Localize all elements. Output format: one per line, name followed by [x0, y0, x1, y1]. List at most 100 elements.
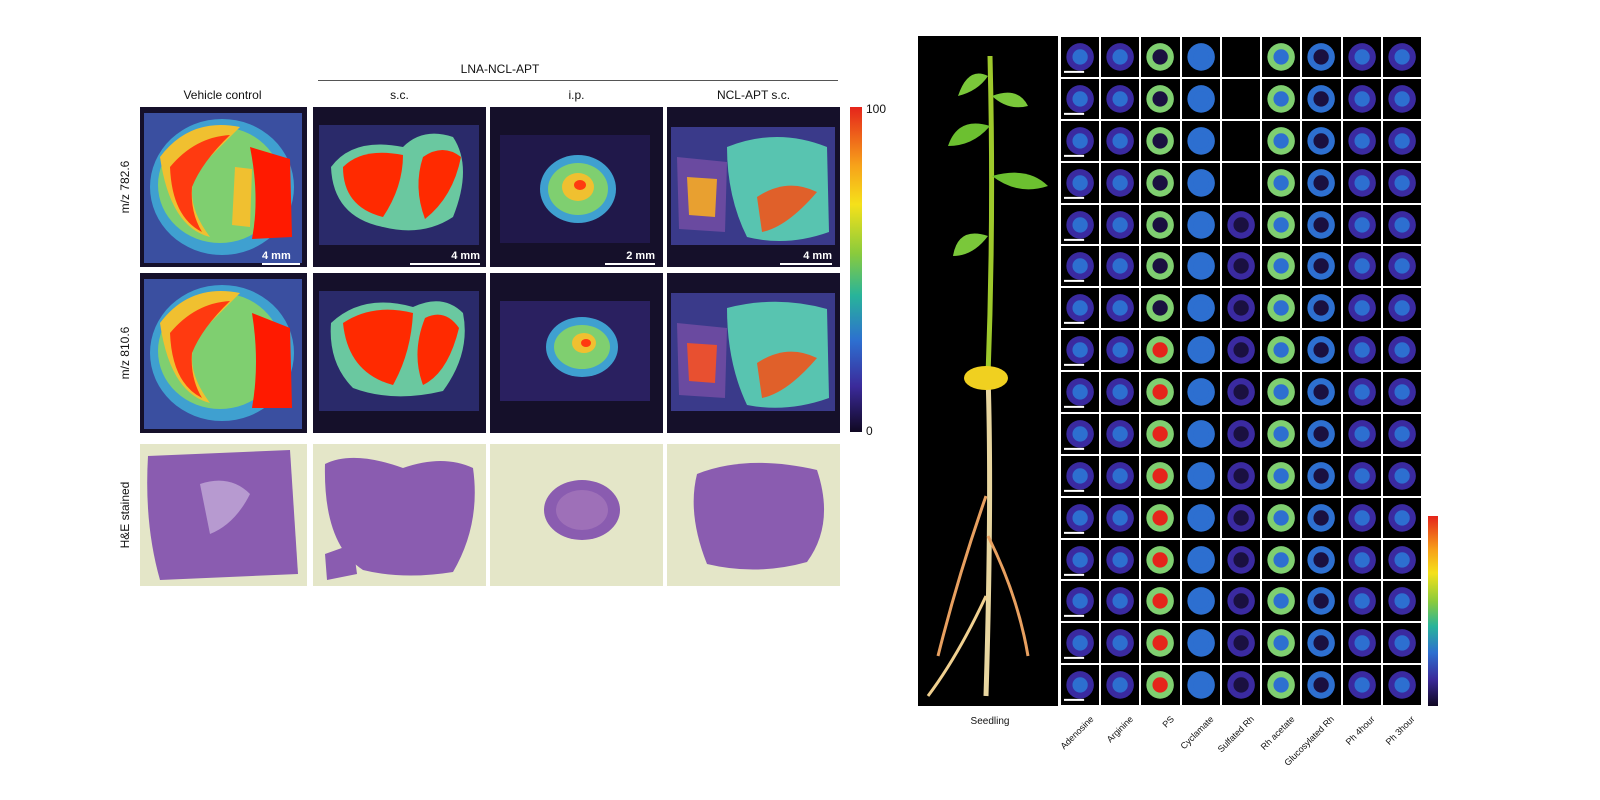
grid-cell [1061, 665, 1100, 705]
grid-cell [1382, 246, 1421, 287]
metabolite-grid [1060, 36, 1422, 706]
grid-cell [1141, 623, 1180, 664]
grid-cell [1061, 455, 1100, 496]
grid-cell [1141, 288, 1180, 329]
grid-cell [1262, 623, 1301, 664]
grid-cell [1342, 120, 1381, 161]
grid-cell [1262, 246, 1301, 287]
grid-cell [1342, 37, 1381, 77]
group-header-line [318, 80, 838, 81]
grid-cell [1382, 78, 1421, 119]
grid-cell [1302, 455, 1341, 496]
grid-cell [1181, 204, 1220, 245]
msi-panel-ip-7826 [490, 107, 663, 267]
seedling-image [918, 36, 1058, 706]
scale-bar-sc: 4 mm [410, 250, 480, 265]
grid-cell [1221, 288, 1261, 329]
grid-cell [1141, 246, 1180, 287]
metabolite-label: Ph 3hour [1384, 714, 1418, 747]
grid-cell [1302, 330, 1341, 370]
grid-cell [1342, 330, 1381, 370]
grid-cell [1181, 539, 1220, 580]
grid-cell [1262, 539, 1301, 580]
grid-cell [1382, 330, 1421, 370]
grid-cell [1061, 539, 1100, 580]
col-header-sc: s.c. [390, 88, 409, 102]
grid-cell [1221, 539, 1261, 580]
grid-cell [1141, 497, 1180, 538]
msi-panel-sc-7826 [313, 107, 486, 267]
grid-cell [1221, 330, 1261, 370]
grid-cell [1141, 581, 1180, 622]
grid-cell [1101, 288, 1140, 329]
grid-cell [1141, 78, 1180, 119]
grid-cell [1141, 372, 1180, 412]
grid-cell [1262, 37, 1301, 77]
grid-cell [1382, 372, 1421, 412]
colorbar-min: 0 [866, 424, 873, 438]
grid-cell [1302, 623, 1341, 664]
grid-cell [1181, 246, 1220, 287]
grid-cell [1221, 162, 1261, 203]
grid-cell [1141, 37, 1180, 77]
grid-cell [1342, 455, 1381, 496]
grid-cell [1141, 413, 1180, 454]
grid-cell [1101, 497, 1140, 538]
grid-cell [1302, 539, 1341, 580]
metabolite-label: PS [1160, 714, 1176, 730]
grid-cell [1061, 120, 1100, 161]
grid-cell [1262, 581, 1301, 622]
grid-cell [1302, 372, 1341, 412]
grid-cell [1141, 665, 1180, 705]
grid-cell [1061, 246, 1100, 287]
grid-cell [1181, 455, 1220, 496]
he-panel-sc [313, 444, 486, 586]
msi-panel-ncl-7826 [667, 107, 840, 267]
grid-colorbar [1428, 516, 1438, 706]
scale-bar-ncl: 4 mm [780, 250, 832, 265]
grid-cell [1382, 623, 1421, 664]
colorbar-max: 100 [866, 102, 887, 116]
metabolite-label: Sulfated Rh [1215, 714, 1257, 755]
grid-cell [1101, 204, 1140, 245]
grid-cell [1101, 372, 1140, 412]
grid-cell [1061, 497, 1100, 538]
msi-panel-ncl-8106 [667, 273, 840, 433]
grid-cell [1382, 665, 1421, 705]
grid-cell [1342, 288, 1381, 329]
grid-cell [1342, 623, 1381, 664]
grid-cell [1262, 78, 1301, 119]
col-header-ip: i.p. [568, 88, 585, 102]
msi-panel-vehicle-8106 [140, 273, 307, 433]
grid-cell [1061, 288, 1100, 329]
grid-cell [1382, 162, 1421, 203]
grid-cell [1262, 413, 1301, 454]
grid-cell [1181, 330, 1220, 370]
col-header-vehicle: Vehicle control [183, 88, 262, 102]
grid-cell [1382, 581, 1421, 622]
grid-cell [1101, 581, 1140, 622]
grid-cell [1221, 623, 1261, 664]
grid-cell [1342, 246, 1381, 287]
grid-cell [1342, 162, 1381, 203]
grid-cell [1101, 120, 1140, 161]
grid-cell [1101, 665, 1140, 705]
grid-cell [1221, 120, 1261, 161]
grid-cell [1181, 581, 1220, 622]
metabolite-label: Rh acetate [1258, 714, 1297, 752]
grid-cell [1342, 78, 1381, 119]
metabolite-label: Adenosine [1058, 714, 1096, 752]
row-label-7826: m/z 782.6 [118, 160, 132, 214]
grid-cell [1101, 330, 1140, 370]
grid-cell [1262, 497, 1301, 538]
seedling-label: Seedling [970, 716, 1010, 727]
grid-cell [1302, 204, 1341, 245]
grid-cell [1181, 288, 1220, 329]
grid-cell [1101, 539, 1140, 580]
grid-cell [1181, 372, 1220, 412]
he-panel-ncl [667, 444, 840, 586]
metabolite-label: Cyclamate [1178, 714, 1216, 752]
grid-cell [1221, 246, 1261, 287]
colorbar [850, 107, 862, 432]
grid-cell [1382, 288, 1421, 329]
